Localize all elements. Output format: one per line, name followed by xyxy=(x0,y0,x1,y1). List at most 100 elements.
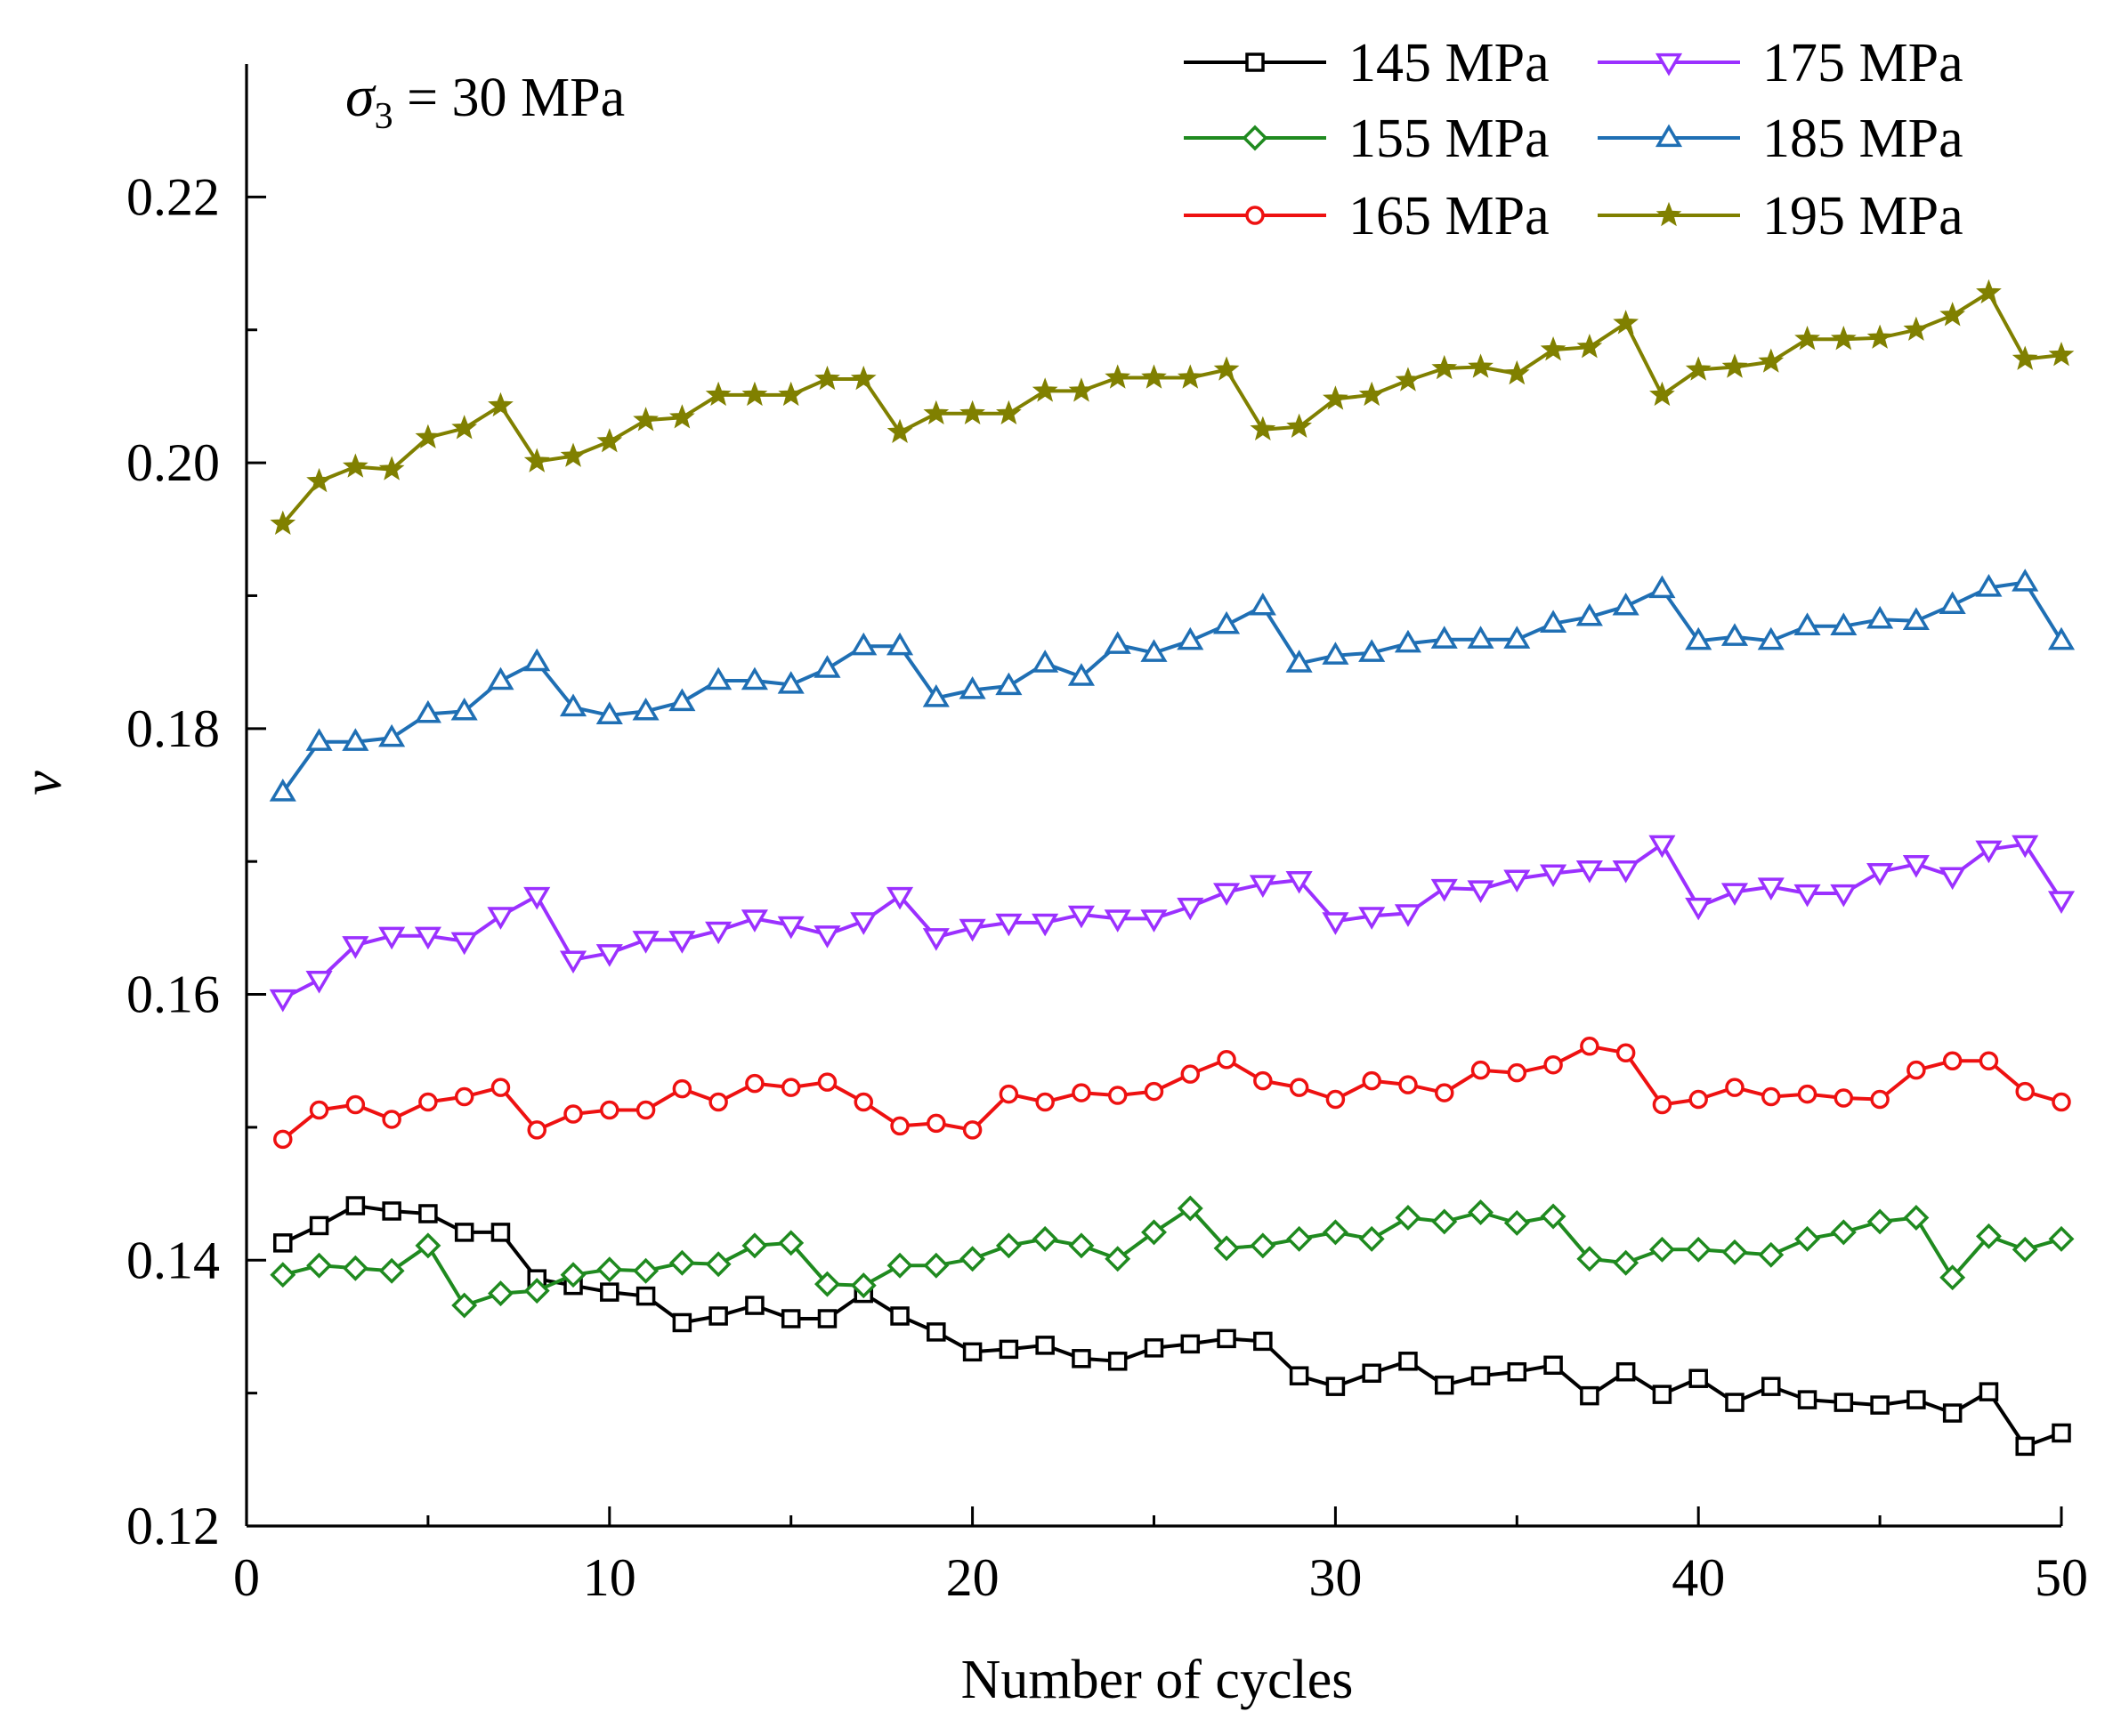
data-point xyxy=(1866,862,1894,886)
data-point xyxy=(2012,1236,2038,1263)
data-point xyxy=(1975,1223,2002,1249)
legend-item-165-mpa: 165 MPa xyxy=(1184,186,1550,246)
data-point xyxy=(560,442,587,467)
data-point xyxy=(1217,1328,1236,1349)
data-point xyxy=(1104,631,1131,654)
data-point xyxy=(1794,326,1820,351)
data-point xyxy=(959,400,985,425)
data-point xyxy=(269,989,296,1013)
data-point xyxy=(1362,1070,1381,1091)
data-point xyxy=(1507,1062,1527,1083)
data-point xyxy=(922,928,950,951)
data-point xyxy=(450,697,478,721)
data-point xyxy=(1180,1064,1201,1084)
data-point xyxy=(1652,1094,1672,1115)
data-point xyxy=(414,926,441,950)
data-point xyxy=(1979,1382,1999,1401)
data-point xyxy=(1540,336,1566,361)
data-point xyxy=(741,666,768,690)
x-axis-title: Number of cycles xyxy=(961,1650,1354,1710)
data-point xyxy=(487,666,514,690)
data-point xyxy=(1434,1083,1454,1102)
data-point xyxy=(1613,1249,1639,1276)
series-line-175-mpa xyxy=(281,842,2063,1000)
data-point xyxy=(1398,1075,1418,1094)
series-line-195-mpa xyxy=(281,290,2062,526)
data-point xyxy=(309,1100,329,1120)
data-point xyxy=(1834,1088,1854,1108)
data-point xyxy=(635,1100,656,1120)
data-point xyxy=(2052,1423,2071,1443)
data-point xyxy=(1685,626,1712,650)
data-point xyxy=(705,1251,732,1278)
data-point xyxy=(781,1078,801,1097)
data-point xyxy=(1648,1236,1675,1263)
data-point xyxy=(778,381,805,407)
x-tick-label: 40 xyxy=(1672,1548,1725,1607)
data-point xyxy=(1253,1331,1273,1352)
legend-item-185-mpa: 185 MPa xyxy=(1598,109,1963,169)
data-point xyxy=(2012,569,2039,592)
data-point xyxy=(705,921,733,945)
data-point xyxy=(1939,591,1966,615)
data-point xyxy=(708,1092,728,1112)
data-point xyxy=(668,1249,695,1276)
annotation-value: = 30 MPa xyxy=(393,68,626,128)
data-point xyxy=(1870,1395,1890,1415)
data-point xyxy=(1140,909,1168,933)
data-point xyxy=(1177,897,1204,921)
data-point xyxy=(817,1072,838,1092)
data-point xyxy=(1213,610,1241,634)
data-point xyxy=(741,381,768,407)
annotation: σ3 = 30 MPa xyxy=(345,64,625,137)
data-point xyxy=(886,632,914,656)
data-point xyxy=(378,1257,405,1284)
data-point xyxy=(2015,1436,2035,1457)
data-point xyxy=(1468,1199,1494,1225)
data-point xyxy=(672,1078,692,1099)
data-point xyxy=(999,1339,1019,1360)
data-point xyxy=(527,1120,546,1140)
data-point xyxy=(814,925,841,949)
data-point xyxy=(523,448,550,472)
data-point xyxy=(487,907,514,930)
data-point xyxy=(490,1078,511,1097)
data-point xyxy=(305,728,333,751)
data-point xyxy=(523,886,551,910)
data-point xyxy=(1830,612,1858,635)
data-point xyxy=(741,909,768,933)
series-175-mpa xyxy=(269,835,2076,1013)
data-point xyxy=(1285,870,1313,894)
data-point xyxy=(1725,1393,1745,1412)
annotation-symbol: σ xyxy=(345,64,376,129)
data-point xyxy=(1325,1377,1346,1396)
data-point xyxy=(595,701,623,725)
data-point xyxy=(1685,1236,1712,1263)
data-point xyxy=(668,931,696,954)
series-185-mpa xyxy=(269,569,2076,802)
data-point xyxy=(1575,860,1603,884)
data-point xyxy=(1213,883,1241,906)
data-point xyxy=(1543,1355,1563,1376)
data-point xyxy=(850,1272,877,1299)
data-point xyxy=(595,944,623,967)
data-point xyxy=(1979,1051,1999,1070)
data-point xyxy=(273,1233,293,1253)
annotation-subscript: 3 xyxy=(375,96,393,137)
data-point xyxy=(1758,1241,1785,1268)
data-point xyxy=(1358,1225,1385,1252)
data-point xyxy=(382,1110,401,1129)
data-point xyxy=(1903,1205,1930,1231)
legend-label: 195 MPa xyxy=(1762,186,1963,246)
legend-marker xyxy=(1242,125,1268,151)
series-155-mpa xyxy=(270,1195,2075,1319)
data-point xyxy=(1615,1361,1636,1382)
data-point xyxy=(814,1271,840,1297)
data-point xyxy=(1144,1081,1164,1102)
data-point xyxy=(635,1286,656,1306)
data-point xyxy=(1213,356,1240,381)
data-point xyxy=(1395,1205,1421,1231)
data-point xyxy=(1286,1225,1313,1252)
data-point xyxy=(414,699,441,723)
data-point xyxy=(1249,875,1276,899)
